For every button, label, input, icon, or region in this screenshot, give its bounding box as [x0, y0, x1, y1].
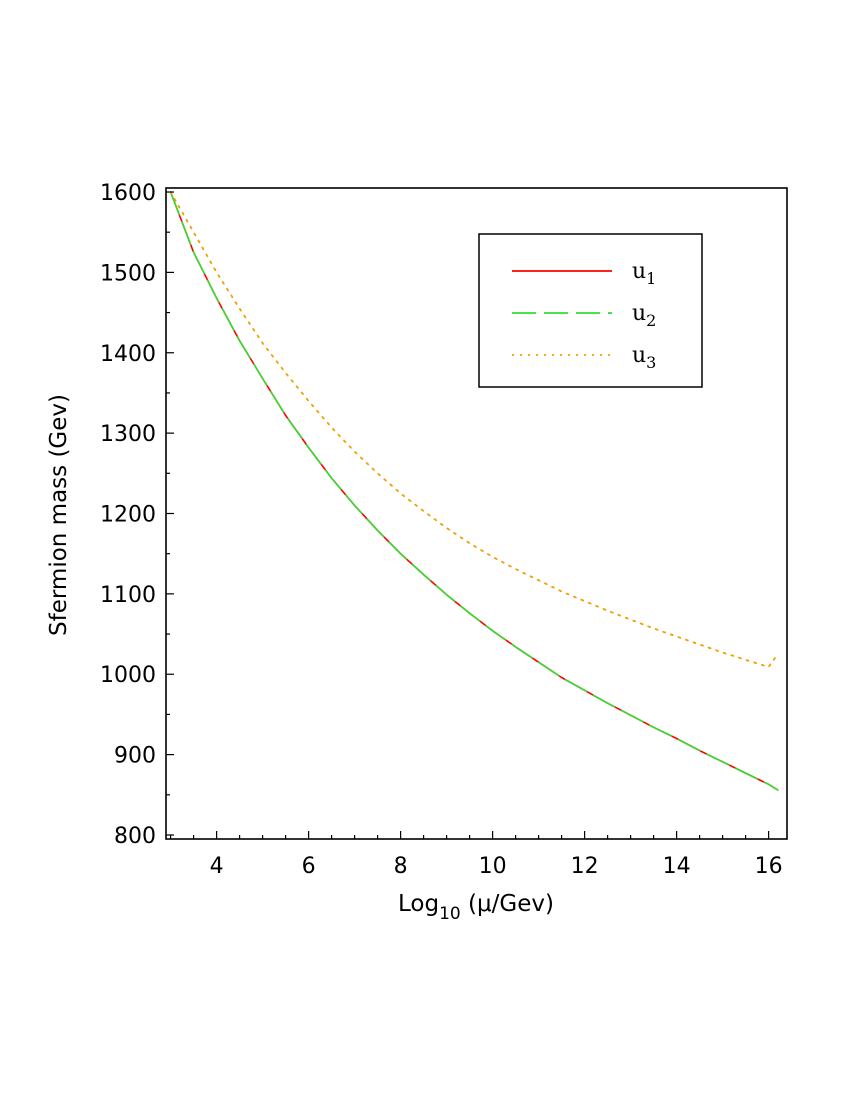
x-tick-label: 6: [302, 854, 316, 879]
legend-label-subscript: 3: [646, 353, 656, 372]
x-tick-label: 12: [571, 854, 599, 879]
series-layer: [169, 191, 779, 791]
y-tick-label: 800: [114, 824, 156, 849]
legend-label-main: u: [632, 259, 646, 284]
legend-box: [478, 233, 703, 388]
legend-label-main: u: [632, 301, 646, 326]
y-tick-label: 1100: [100, 583, 156, 608]
x-axis-title: Log10 (μ/Gev): [398, 891, 554, 924]
x-axis-title-rest: (μ/Gev): [461, 891, 554, 917]
legend-label-u1: u1: [632, 259, 656, 288]
series-line-u2: [169, 191, 779, 791]
x-tick-label: 4: [210, 854, 224, 879]
legend-label-subscript: 2: [646, 311, 656, 330]
x-tick-label: 14: [663, 854, 691, 879]
legend-label-u3: u3: [632, 343, 656, 372]
y-tick-label: 1200: [100, 503, 156, 528]
y-tick-label: 1300: [100, 422, 156, 447]
y-tick-label: 1000: [100, 663, 156, 688]
legend-label-main: u: [632, 343, 646, 368]
y-axis-title: Sfermion mass (Gev): [46, 394, 72, 636]
y-tick-label: 1400: [100, 342, 156, 367]
legend-label-u2: u2: [632, 301, 656, 330]
x-axis-title-main: Log: [398, 891, 439, 917]
y-tick-label: 1600: [100, 181, 156, 206]
x-tick-label: 16: [755, 854, 783, 879]
x-axis-title-subscript: 10: [439, 904, 461, 924]
y-tick-label: 1500: [100, 261, 156, 286]
legend-label-subscript: 1: [646, 269, 656, 288]
ticks-layer: 4 6 8 10 12 14 1680090010001100120013001400150…: [100, 181, 783, 879]
x-tick-label: 8: [394, 854, 408, 879]
x-tick-label: 10: [479, 854, 507, 879]
series-line-u3: [169, 191, 779, 668]
y-tick-label: 900: [114, 744, 156, 769]
